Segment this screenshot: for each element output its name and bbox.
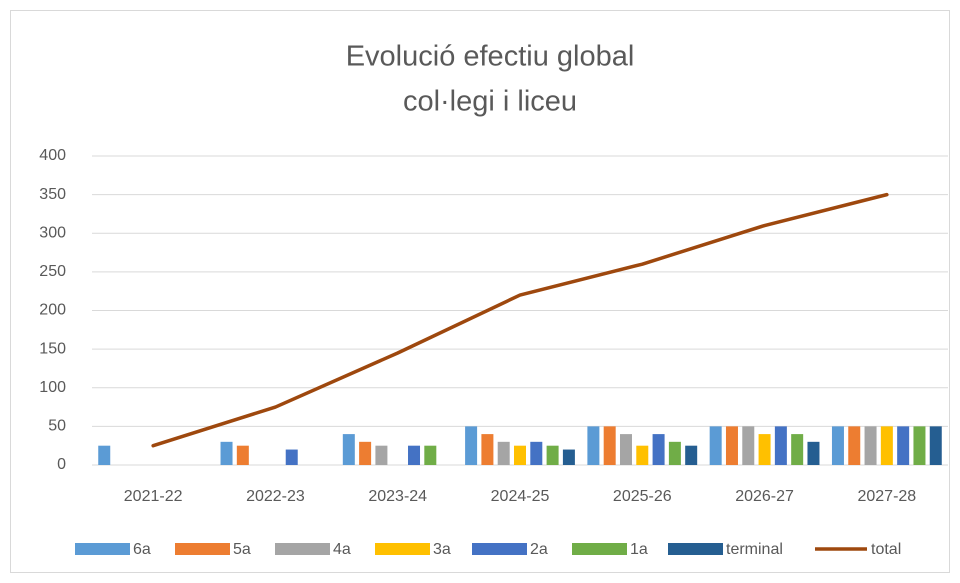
bar xyxy=(603,426,616,465)
bar xyxy=(742,426,755,465)
legend-label: 4a xyxy=(333,541,351,558)
bar xyxy=(587,426,600,465)
y-tick-label: 150 xyxy=(39,340,66,357)
bar xyxy=(375,445,388,465)
legend-swatch xyxy=(275,543,330,555)
legend-label: total xyxy=(871,541,901,558)
x-tick-label: 2025-26 xyxy=(613,488,672,505)
bar xyxy=(619,434,632,465)
bar xyxy=(913,426,926,465)
x-tick-label: 2026-27 xyxy=(735,488,794,505)
bar xyxy=(220,441,233,465)
bar xyxy=(98,445,111,465)
x-tick-label: 2021-22 xyxy=(124,488,183,505)
x-tick-label: 2022-23 xyxy=(246,488,305,505)
bar xyxy=(236,445,249,465)
legend-swatch xyxy=(668,543,723,555)
legend-label: 3a xyxy=(433,541,451,558)
y-tick-label: 200 xyxy=(39,302,66,319)
chart-title: Evolució efectiu global xyxy=(346,41,635,73)
bar xyxy=(408,445,421,465)
legend-swatch xyxy=(175,543,230,555)
bar xyxy=(652,434,665,465)
bar xyxy=(481,434,494,465)
bar xyxy=(530,441,543,465)
bar xyxy=(929,426,942,465)
chart-title: col·legi i liceu xyxy=(403,86,577,118)
bar xyxy=(636,445,649,465)
y-tick-label: 300 xyxy=(39,224,66,241)
bar xyxy=(497,441,510,465)
x-tick-label: 2023-24 xyxy=(368,488,427,505)
bar xyxy=(342,434,355,465)
x-tick-label: 2027-28 xyxy=(857,488,916,505)
bar xyxy=(791,434,804,465)
legend-label: 1a xyxy=(630,541,648,558)
bar xyxy=(725,426,738,465)
bar xyxy=(424,445,437,465)
bar xyxy=(880,426,893,465)
legend-swatch xyxy=(572,543,627,555)
bar xyxy=(864,426,877,465)
bar xyxy=(514,445,526,465)
legend-label: 2a xyxy=(530,541,548,558)
legend-swatch xyxy=(75,543,130,555)
bar xyxy=(897,426,910,465)
y-tick-label: 50 xyxy=(48,418,66,435)
y-tick-label: 350 xyxy=(39,186,66,203)
legend-label: 5a xyxy=(233,541,251,558)
y-tick-label: 0 xyxy=(57,456,66,473)
bar xyxy=(359,441,372,465)
y-tick-label: 400 xyxy=(39,147,66,164)
bar xyxy=(668,441,681,465)
y-tick-label: 250 xyxy=(39,263,66,280)
legend-swatch xyxy=(375,543,430,555)
legend-label: 6a xyxy=(133,541,151,558)
chart-frame xyxy=(10,10,950,573)
bar xyxy=(774,426,787,465)
bar xyxy=(848,426,861,465)
bar xyxy=(807,441,820,465)
x-tick-label: 2024-25 xyxy=(491,488,550,505)
bar xyxy=(285,449,298,465)
line xyxy=(151,192,889,448)
bar xyxy=(546,445,559,465)
bar xyxy=(562,449,575,465)
bar xyxy=(685,445,698,465)
bar xyxy=(831,426,844,465)
legend-label: terminal xyxy=(726,541,783,558)
bar xyxy=(465,426,478,465)
bar xyxy=(709,426,722,465)
y-tick-label: 100 xyxy=(39,379,66,396)
bar xyxy=(758,434,771,465)
legend-swatch xyxy=(472,543,527,555)
